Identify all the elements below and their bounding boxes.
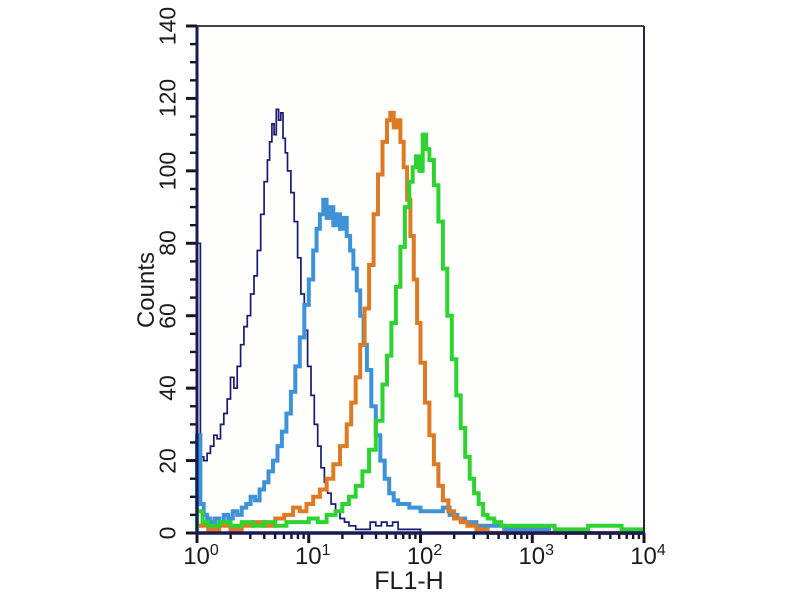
- x-tick-label-10e2: 102: [406, 542, 443, 570]
- x-tick-label-10e0: 100: [183, 542, 219, 570]
- x-tick-label-10e1: 101: [294, 542, 331, 570]
- x-axis-title: FL1-H: [374, 567, 444, 595]
- y-tick-label-120: 120: [154, 79, 181, 118]
- plot-background: [197, 26, 644, 533]
- green-histogram: [195, 132, 644, 533]
- y-tick-label-80: 80: [154, 230, 181, 257]
- light-blue-histogram: [195, 197, 644, 535]
- y-tick-label-140: 140: [154, 6, 181, 46]
- navy-outline-histogram: [196, 108, 644, 534]
- x-tick-label-10e3: 103: [518, 542, 555, 570]
- y-tick-label-20: 20: [154, 447, 181, 474]
- y-tick-label-40: 40: [154, 375, 181, 401]
- orange-histogram: [195, 110, 644, 535]
- y-tick-label-60: 60: [154, 302, 181, 329]
- y-tick-label-0: 0: [154, 526, 181, 540]
- x-tick-label-10e4: 104: [630, 542, 666, 570]
- y-tick-label-100: 100: [154, 151, 181, 191]
